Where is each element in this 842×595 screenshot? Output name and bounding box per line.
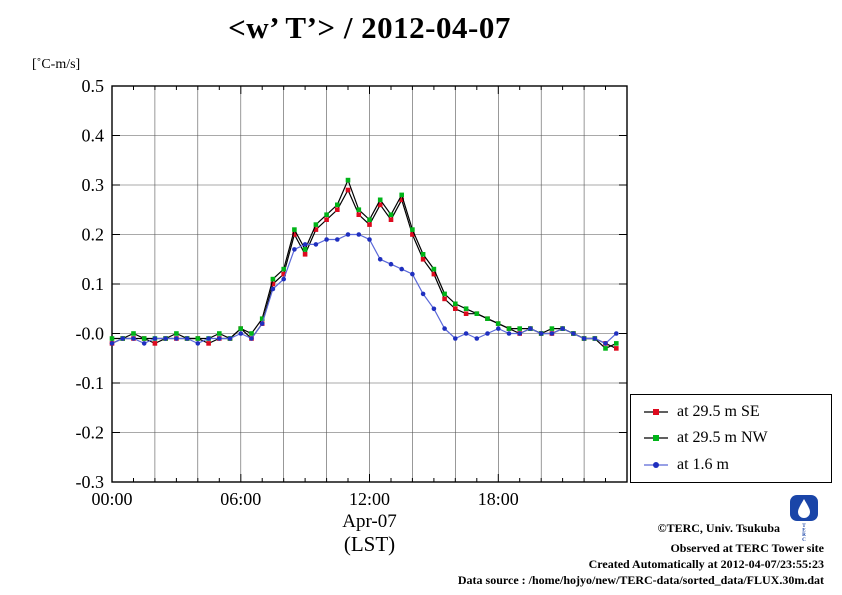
tick-labels: 0.5 0.4 0.3 0.2 0.1 -0.0 -0.1 -0.2 -0.300:00 06:0… <box>76 76 519 509</box>
legend-entry: at 29.5 m SE <box>643 403 831 421</box>
logo-letter: T <box>802 523 806 529</box>
created-timestamp-text: Created Automatically at 2012-04-07/23:5… <box>588 557 824 571</box>
y-tick-label: -0.1 <box>76 373 105 393</box>
legend-marker-1-6 <box>644 461 668 468</box>
y-tick-label: -0.0 <box>76 324 105 344</box>
y-tick-label: 0.5 <box>82 76 105 96</box>
legend-box: at 29.5 m SE at 29.5 m NW at 1.6 m <box>630 394 832 483</box>
legend-entry: at 29.5 m NW <box>643 429 831 447</box>
x-tick-label: 12:00 <box>349 489 390 509</box>
y-tick-label: -0.2 <box>76 423 105 443</box>
blue-circle-marker-icon <box>653 461 659 468</box>
chart-title: <w’ T’> / 2012-04-07 <box>228 10 511 45</box>
series-0 <box>109 187 619 351</box>
y-tick-label: 0.1 <box>82 274 105 294</box>
x-tick-label: 18:00 <box>478 489 519 509</box>
water-drop-icon <box>798 499 810 518</box>
x-tick-label: 00:00 <box>91 489 132 509</box>
logo-letter: E <box>802 528 806 534</box>
y-tick-label: 0.2 <box>82 225 105 245</box>
green-square-marker-icon <box>653 435 659 442</box>
legend-marker-29-5-se <box>644 409 668 416</box>
red-square-marker-icon <box>653 409 659 416</box>
x-axis-date-label: Apr-07 <box>342 511 397 532</box>
data-source-path-text: Data source : /home/hojyo/new/TERC-data/… <box>457 573 824 587</box>
y-tick-label: 0.4 <box>82 126 105 146</box>
legend-marker-29-5-nw <box>644 435 668 442</box>
legend-label: at 1.6 m <box>677 455 729 473</box>
legend-label: at 29.5 m NW <box>677 429 768 447</box>
y-tick-label: -0.3 <box>76 472 105 492</box>
logo-letter: C <box>802 537 806 541</box>
gridlines <box>112 86 627 482</box>
series-1 <box>109 177 619 351</box>
x-axis-lst-label: (LST) <box>343 532 396 556</box>
legend-label: at 29.5 m SE <box>677 403 760 421</box>
legend-entry: at 1.6 m <box>643 456 831 474</box>
logo-letter: R <box>802 532 806 538</box>
observed-site-text: Observed at TERC Tower site <box>670 541 824 555</box>
copyright-text: ©TERC, Univ. Tsukuba <box>657 521 780 535</box>
y-tick-label: 0.3 <box>82 175 105 195</box>
y-axis-unit-label: [˚C-m/s] <box>32 57 81 72</box>
series-2 <box>109 232 619 346</box>
axes <box>111 85 628 483</box>
terc-logo: T E R C <box>790 495 818 541</box>
x-tick-label: 06:00 <box>220 489 261 509</box>
